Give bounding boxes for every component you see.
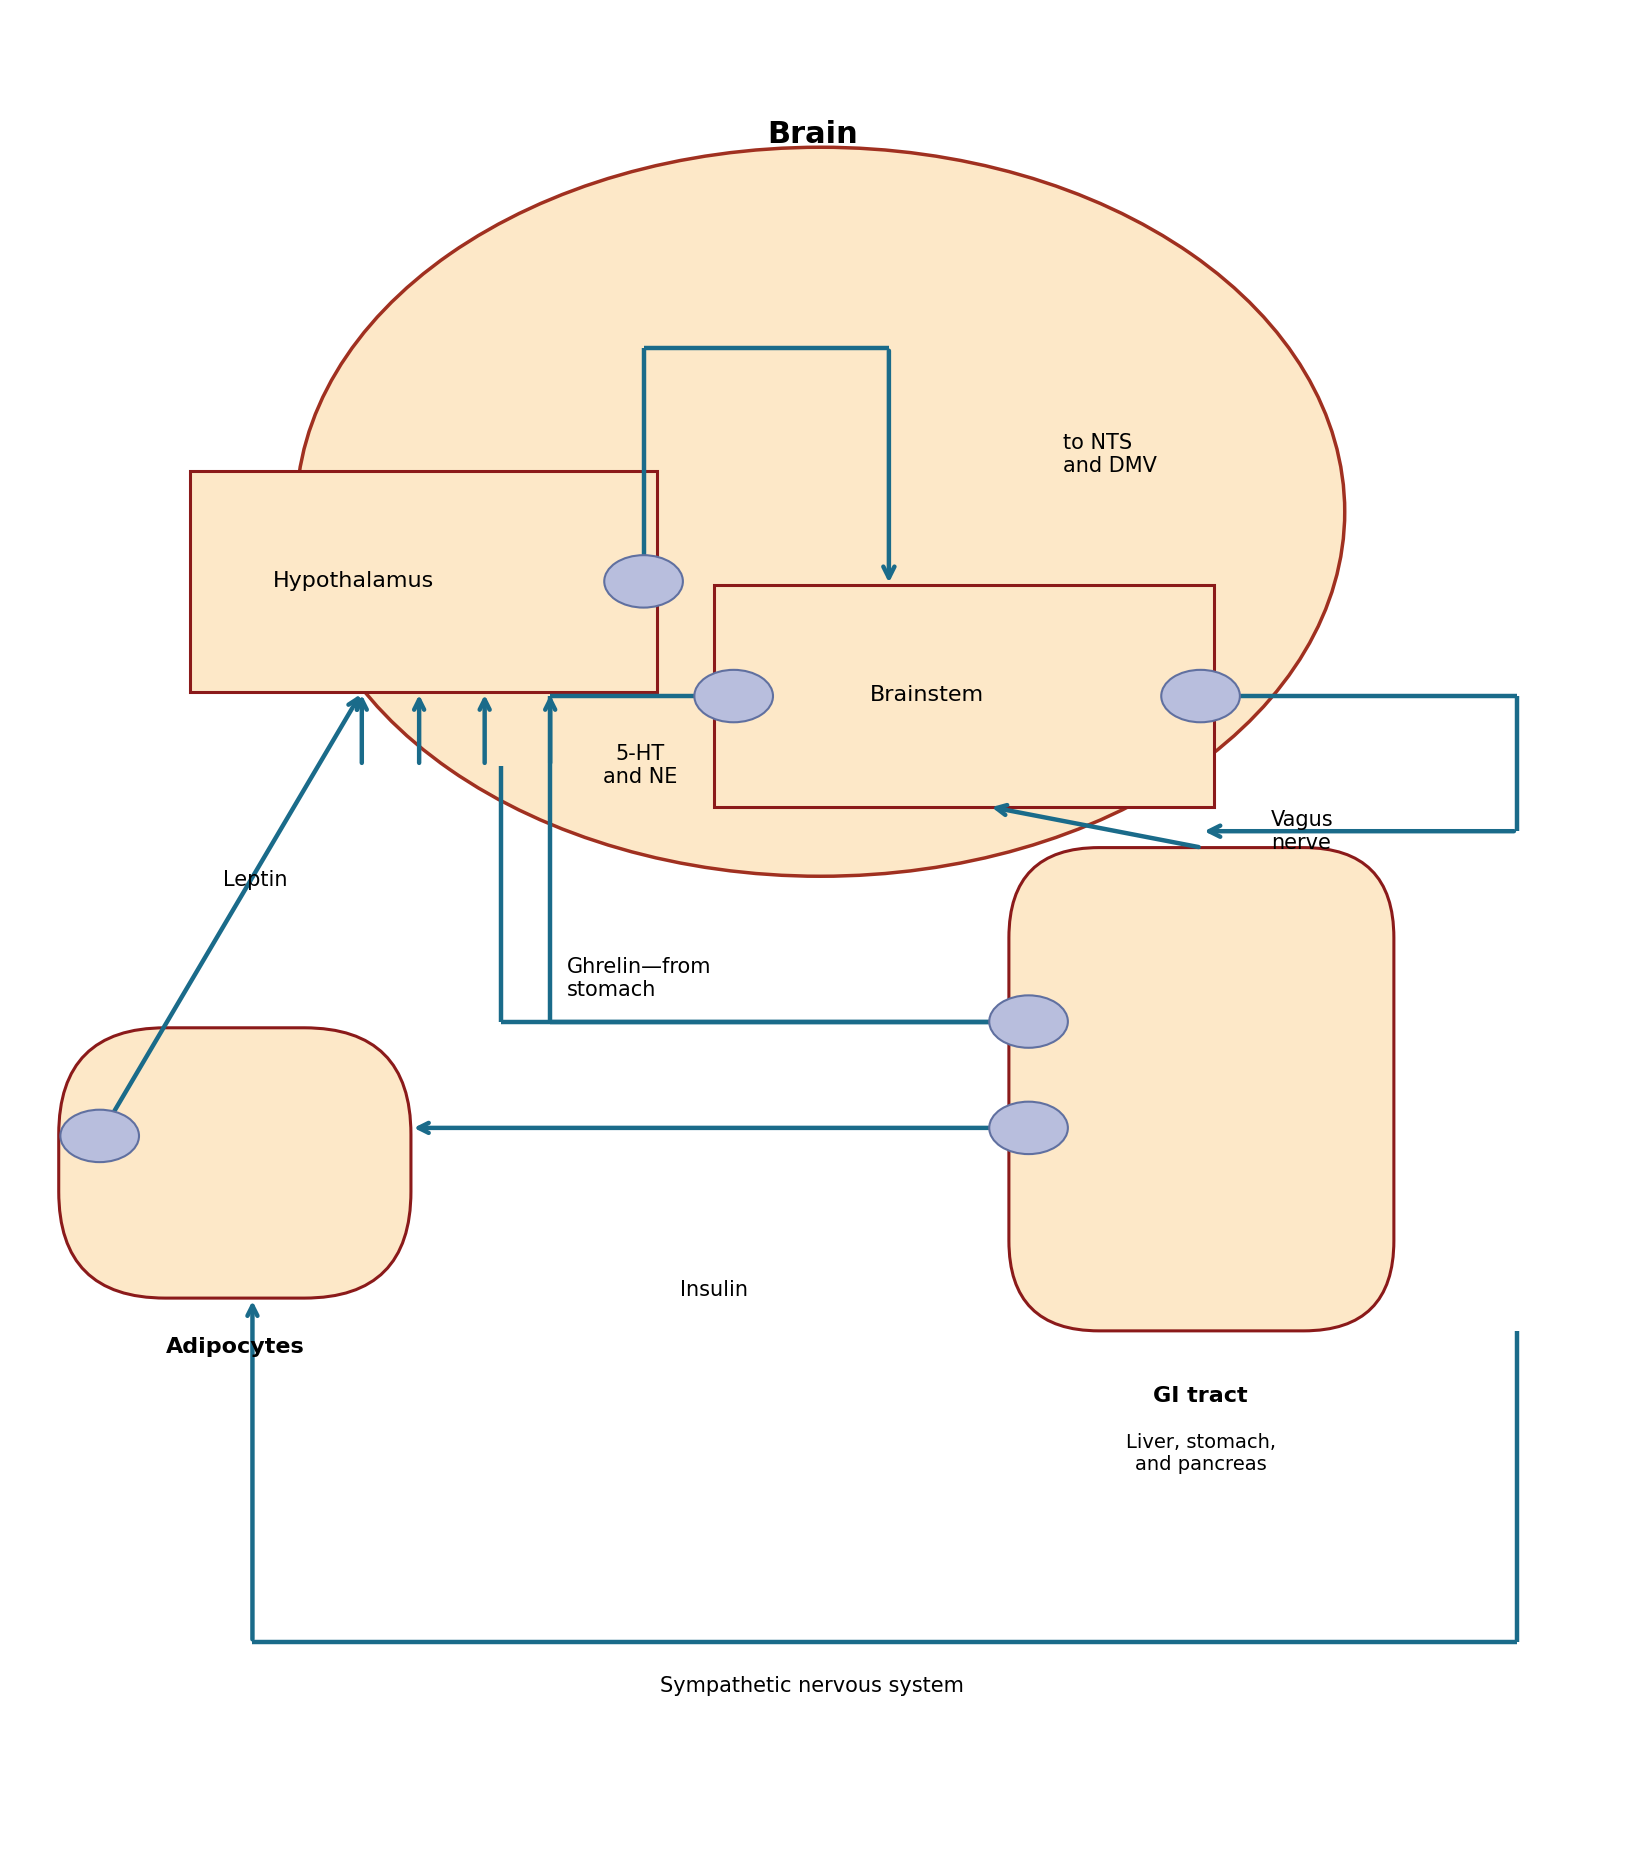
Ellipse shape (990, 1102, 1068, 1154)
FancyBboxPatch shape (190, 470, 656, 692)
FancyBboxPatch shape (59, 1028, 410, 1298)
Text: to NTS
and DMV: to NTS and DMV (1063, 433, 1157, 476)
Text: Leptin: Leptin (223, 870, 287, 890)
FancyBboxPatch shape (1009, 848, 1393, 1331)
Ellipse shape (604, 556, 683, 608)
Text: Brainstem: Brainstem (870, 686, 985, 705)
Text: Hypothalamus: Hypothalamus (272, 571, 435, 591)
Text: Sympathetic nervous system: Sympathetic nervous system (660, 1677, 965, 1697)
Ellipse shape (1162, 669, 1241, 723)
Text: 5-HT
and NE: 5-HT and NE (604, 744, 678, 786)
Text: Liver, stomach,
and pancreas: Liver, stomach, and pancreas (1126, 1433, 1275, 1474)
Text: GI tract: GI tract (1154, 1387, 1247, 1407)
FancyBboxPatch shape (714, 586, 1214, 807)
Text: Ghrelin—from
stomach: Ghrelin—from stomach (566, 957, 711, 1000)
Ellipse shape (694, 669, 773, 723)
Ellipse shape (990, 995, 1068, 1048)
Text: Adipocytes: Adipocytes (166, 1337, 305, 1357)
Text: Vagus
nerve: Vagus nerve (1272, 811, 1334, 853)
Text: Brain: Brain (766, 121, 858, 149)
Ellipse shape (297, 147, 1344, 876)
Ellipse shape (61, 1110, 139, 1162)
Text: Insulin: Insulin (679, 1279, 748, 1299)
